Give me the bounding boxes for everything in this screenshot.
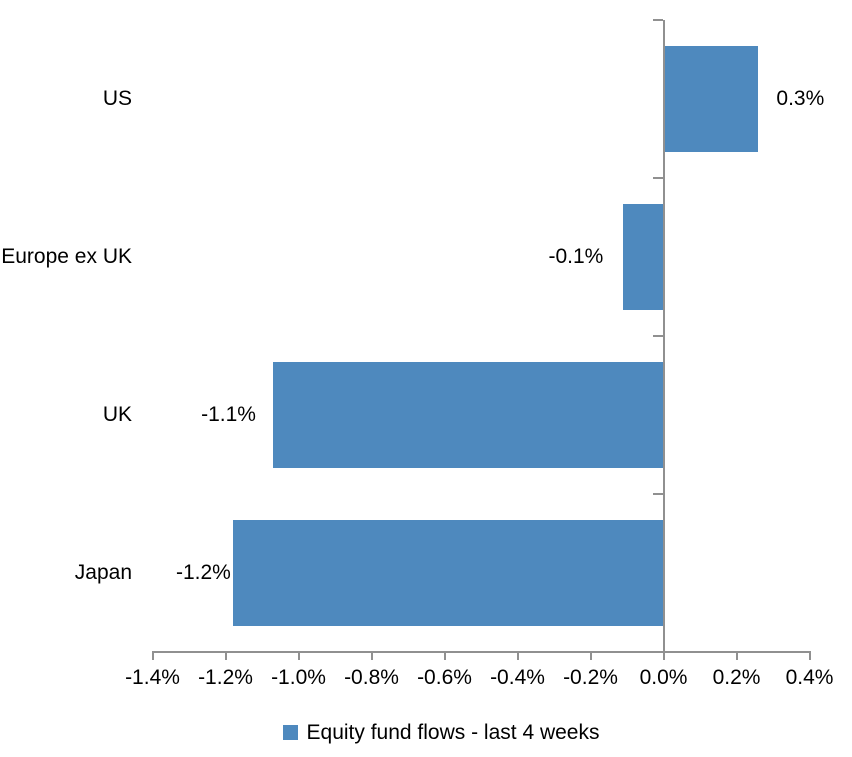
x-axis-tick-label: -0.2% [563, 666, 618, 689]
bar-us [663, 46, 759, 152]
x-axis-tick [589, 652, 592, 660]
x-axis-tick-label: 0.0% [639, 666, 688, 689]
data-label: -1.1% [201, 403, 256, 426]
x-axis-tick [443, 652, 446, 660]
x-axis-tick-label: -0.6% [417, 666, 472, 689]
bar-europe-ex-uk [623, 204, 664, 310]
category-axis-tick [652, 177, 663, 179]
x-axis-tick-label: -0.4% [490, 666, 545, 689]
data-label: -1.2% [175, 561, 231, 584]
x-axis-tick-label: 0.4% [785, 666, 834, 689]
x-axis-tick [224, 652, 227, 660]
zero-axis-line [662, 20, 665, 660]
bar-japan [232, 520, 664, 626]
x-axis-tick [297, 652, 300, 660]
category-label: US [102, 87, 132, 110]
category-axis-tick [652, 19, 663, 21]
x-axis-tick-label: -0.8% [344, 666, 399, 689]
x-axis-line [151, 651, 811, 653]
data-label: -0.1% [548, 245, 604, 268]
x-axis-tick-label: -1.2% [198, 666, 253, 689]
legend-label: Equity fund flows - last 4 weeks [306, 721, 600, 744]
x-axis-tick [808, 652, 811, 660]
category-axis-tick [652, 493, 663, 495]
x-axis-tick [151, 652, 154, 660]
category-label: Japan [74, 561, 132, 584]
x-axis-tick-label: 0.2% [712, 666, 761, 689]
chart-legend: Equity fund flows - last 4 weeks [15, 719, 852, 746]
x-axis-tick [735, 652, 738, 660]
x-axis-tick [662, 652, 665, 660]
category-axis-tick [652, 335, 663, 337]
category-label: UK [102, 403, 132, 426]
x-axis-tick [370, 652, 373, 660]
data-label: 0.3% [776, 87, 825, 110]
category-label: Europe ex UK [1, 245, 132, 268]
legend-swatch-icon [282, 725, 298, 740]
x-axis-tick-label: -1.4% [125, 666, 180, 689]
x-axis-tick-label: -1.0% [271, 666, 326, 689]
bar-uk [272, 362, 664, 468]
x-axis-tick [516, 652, 519, 660]
